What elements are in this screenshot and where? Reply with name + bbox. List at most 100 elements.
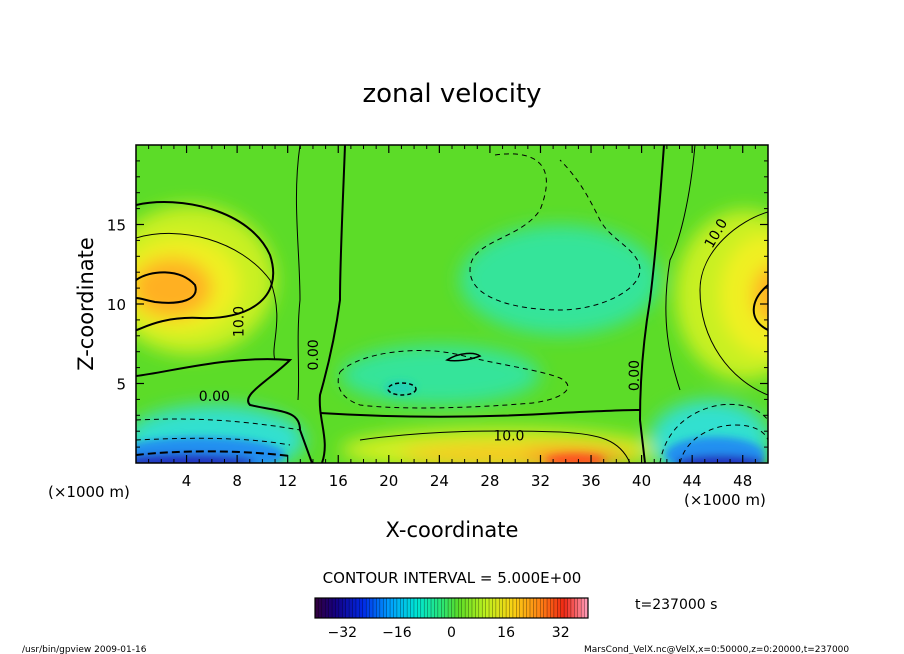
colorbar-cell [489, 598, 493, 618]
colorbar-cell [376, 598, 381, 618]
contour-zero-vertical [318, 145, 346, 463]
colorbar-cell [424, 598, 429, 618]
colorbar-cell [369, 598, 374, 618]
colorbar-tick-label: −16 [382, 625, 412, 641]
contour-neg-bottom-left2 [136, 437, 291, 446]
colorbar-cell [321, 598, 326, 618]
colorbar-cell [431, 598, 435, 618]
contour-small-loop [387, 382, 417, 396]
colorbar-cell [574, 598, 579, 618]
contour-bottom-left-solid [136, 450, 291, 457]
colorbar-cell [547, 598, 551, 618]
colorbar-cell [352, 598, 357, 618]
x-tick-label: 44 [683, 472, 702, 490]
heatmap-field [136, 145, 768, 463]
colorbar-cell [451, 598, 456, 618]
y-tick-label: 5 [116, 376, 126, 394]
colorbar-cell [553, 598, 558, 618]
colorbar-cell [533, 598, 538, 618]
contour-label: 10.0 [493, 429, 524, 445]
colorbar-cell [540, 598, 545, 618]
colorbar-cell [448, 598, 452, 618]
colorbar-cell [516, 598, 521, 618]
colorbar-cell [444, 598, 449, 618]
colorbar-cell [499, 598, 504, 618]
x-tick-label: 40 [632, 472, 651, 490]
colorbar-cell [325, 598, 330, 618]
x-tick-label: 24 [430, 472, 449, 490]
colorbar-cell [512, 598, 517, 618]
time-label: t=237000 s [635, 597, 717, 613]
y-axis: 5 10 15 [107, 160, 768, 448]
contour-interval: CONTOUR INTERVAL = 5.000E+00 [323, 569, 582, 587]
colorbar-cell [407, 598, 411, 618]
x-unit-right: (×1000 m) [684, 491, 766, 509]
footer-left: /usr/bin/gpview 2009-01-16 [22, 645, 147, 654]
x-tick-label: 8 [232, 472, 242, 490]
y-tick-label: 15 [107, 217, 126, 235]
contour-neg-bottom-left [136, 418, 301, 431]
x-tick-label: 4 [182, 472, 192, 490]
contour-ten-right-inner [752, 284, 768, 331]
colorbar-cell [550, 598, 555, 618]
colorbar-tick-label: 0 [447, 625, 456, 641]
contour-ten-right [699, 211, 768, 396]
colorbar-cell [328, 598, 333, 618]
colorbar-cell [420, 598, 425, 618]
colorbar-cell [417, 598, 422, 618]
colorbar-cell [567, 598, 572, 618]
colorbar-cell [543, 598, 548, 618]
x-tick-label: 48 [733, 472, 752, 490]
contour-five-band [319, 409, 641, 418]
contour-ten-bottom [359, 430, 631, 463]
colorbar-cell [441, 598, 446, 618]
colorbar-cell [468, 598, 473, 618]
colorbar-cell [390, 598, 394, 618]
colorbar-cell [373, 598, 377, 618]
contour-lines [136, 145, 768, 463]
contour-neg-five-lower [337, 350, 569, 409]
colorbar-cell [478, 598, 483, 618]
contour-zero-right [638, 145, 665, 463]
y-tick-label: 10 [107, 296, 126, 314]
contour-neg-bottom-right2 [679, 424, 768, 463]
colorbar-cell [471, 598, 476, 618]
colorbar-cell [519, 598, 524, 618]
x-tick-label: 32 [531, 472, 550, 490]
contour-thin-mid [295, 145, 301, 401]
colorbar-cell [458, 598, 463, 618]
x-tick-label: 12 [278, 472, 297, 490]
colorbar-cell [492, 598, 497, 618]
x-tick-label: 20 [379, 472, 398, 490]
contour-ten-left-inner [136, 201, 275, 331]
colorbar-cell [485, 598, 490, 618]
colorbar-cell [413, 598, 418, 618]
colorbar-cell [564, 598, 568, 618]
colorbar-cell [437, 598, 442, 618]
x-tick-label: 36 [581, 472, 600, 490]
colorbar-cell [570, 598, 575, 618]
colorbar-cell [581, 598, 585, 618]
x-unit-left: (×1000 m) [48, 483, 130, 501]
colorbar-cell [495, 598, 500, 618]
colorbar-tick-label: 32 [552, 625, 570, 641]
contour-label: 0.00 [306, 339, 322, 370]
colorbar-cell [410, 598, 415, 618]
colorbar-cell [345, 598, 350, 618]
colorbar-cell [400, 598, 405, 618]
colorbar-cell [338, 598, 343, 618]
colorbar-cell [557, 598, 562, 618]
colorbar-cell [529, 598, 534, 618]
colorbar-cell [315, 598, 319, 618]
colorbar-cell [362, 598, 367, 618]
contour-label: 0.00 [199, 389, 230, 405]
colorbar-cell [523, 598, 527, 618]
x-axis: 4 8 12 16 20 24 28 32 36 40 44 48 [148, 145, 756, 490]
colorbar-cell [506, 598, 510, 618]
colorbar-tick-label: −32 [328, 625, 358, 641]
colorbar-frame [314, 597, 589, 619]
contour-thin-right [665, 145, 696, 391]
colorbar-cell [379, 598, 384, 618]
x-axis-label: X-coordinate [386, 518, 519, 542]
